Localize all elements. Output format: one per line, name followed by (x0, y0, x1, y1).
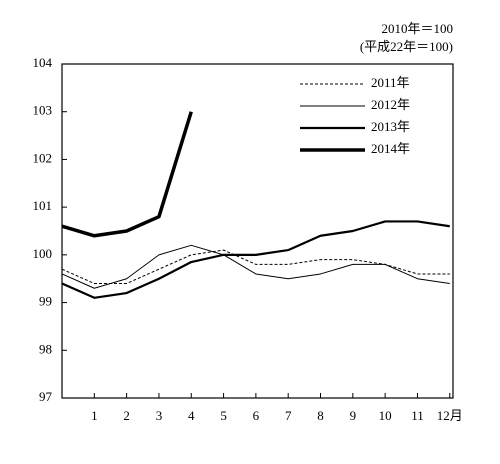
x-tick-label: 9 (350, 408, 357, 423)
y-tick-label: 99 (39, 294, 52, 309)
x-tick-label: 6 (253, 408, 260, 423)
annotation: (平成22年＝100) (360, 39, 453, 54)
y-tick-label: 103 (33, 103, 53, 118)
y-tick-label: 104 (33, 55, 53, 70)
y-tick-label: 100 (33, 246, 53, 261)
legend-label: 2014年 (371, 141, 410, 156)
x-tick-label: 1 (91, 408, 98, 423)
plot-frame (61, 63, 454, 399)
x-tick-label: 2 (123, 408, 130, 423)
legend-label: 2013年 (371, 119, 410, 134)
series-line (61, 111, 193, 238)
y-tick-label: 101 (33, 198, 53, 213)
x-tick-label: 7 (285, 408, 292, 423)
series-line (61, 244, 450, 289)
x-tick-label: 5 (220, 408, 227, 423)
y-tick-label: 102 (33, 150, 53, 165)
annotation: 2010年＝100 (381, 21, 453, 36)
x-tick-label: 8 (317, 408, 324, 423)
legend-label: 2012年 (371, 97, 410, 112)
y-tick-label: 98 (39, 341, 52, 356)
x-tick-label: 4 (188, 408, 195, 423)
legend-label: 2011年 (371, 75, 410, 90)
y-tick-label: 97 (39, 389, 53, 404)
x-tick-label: 3 (156, 408, 163, 423)
series-line (61, 220, 450, 299)
x-tick-label: 12月 (437, 408, 463, 423)
x-tick-label: 10 (379, 408, 392, 423)
x-tick-label: 11 (411, 408, 424, 423)
